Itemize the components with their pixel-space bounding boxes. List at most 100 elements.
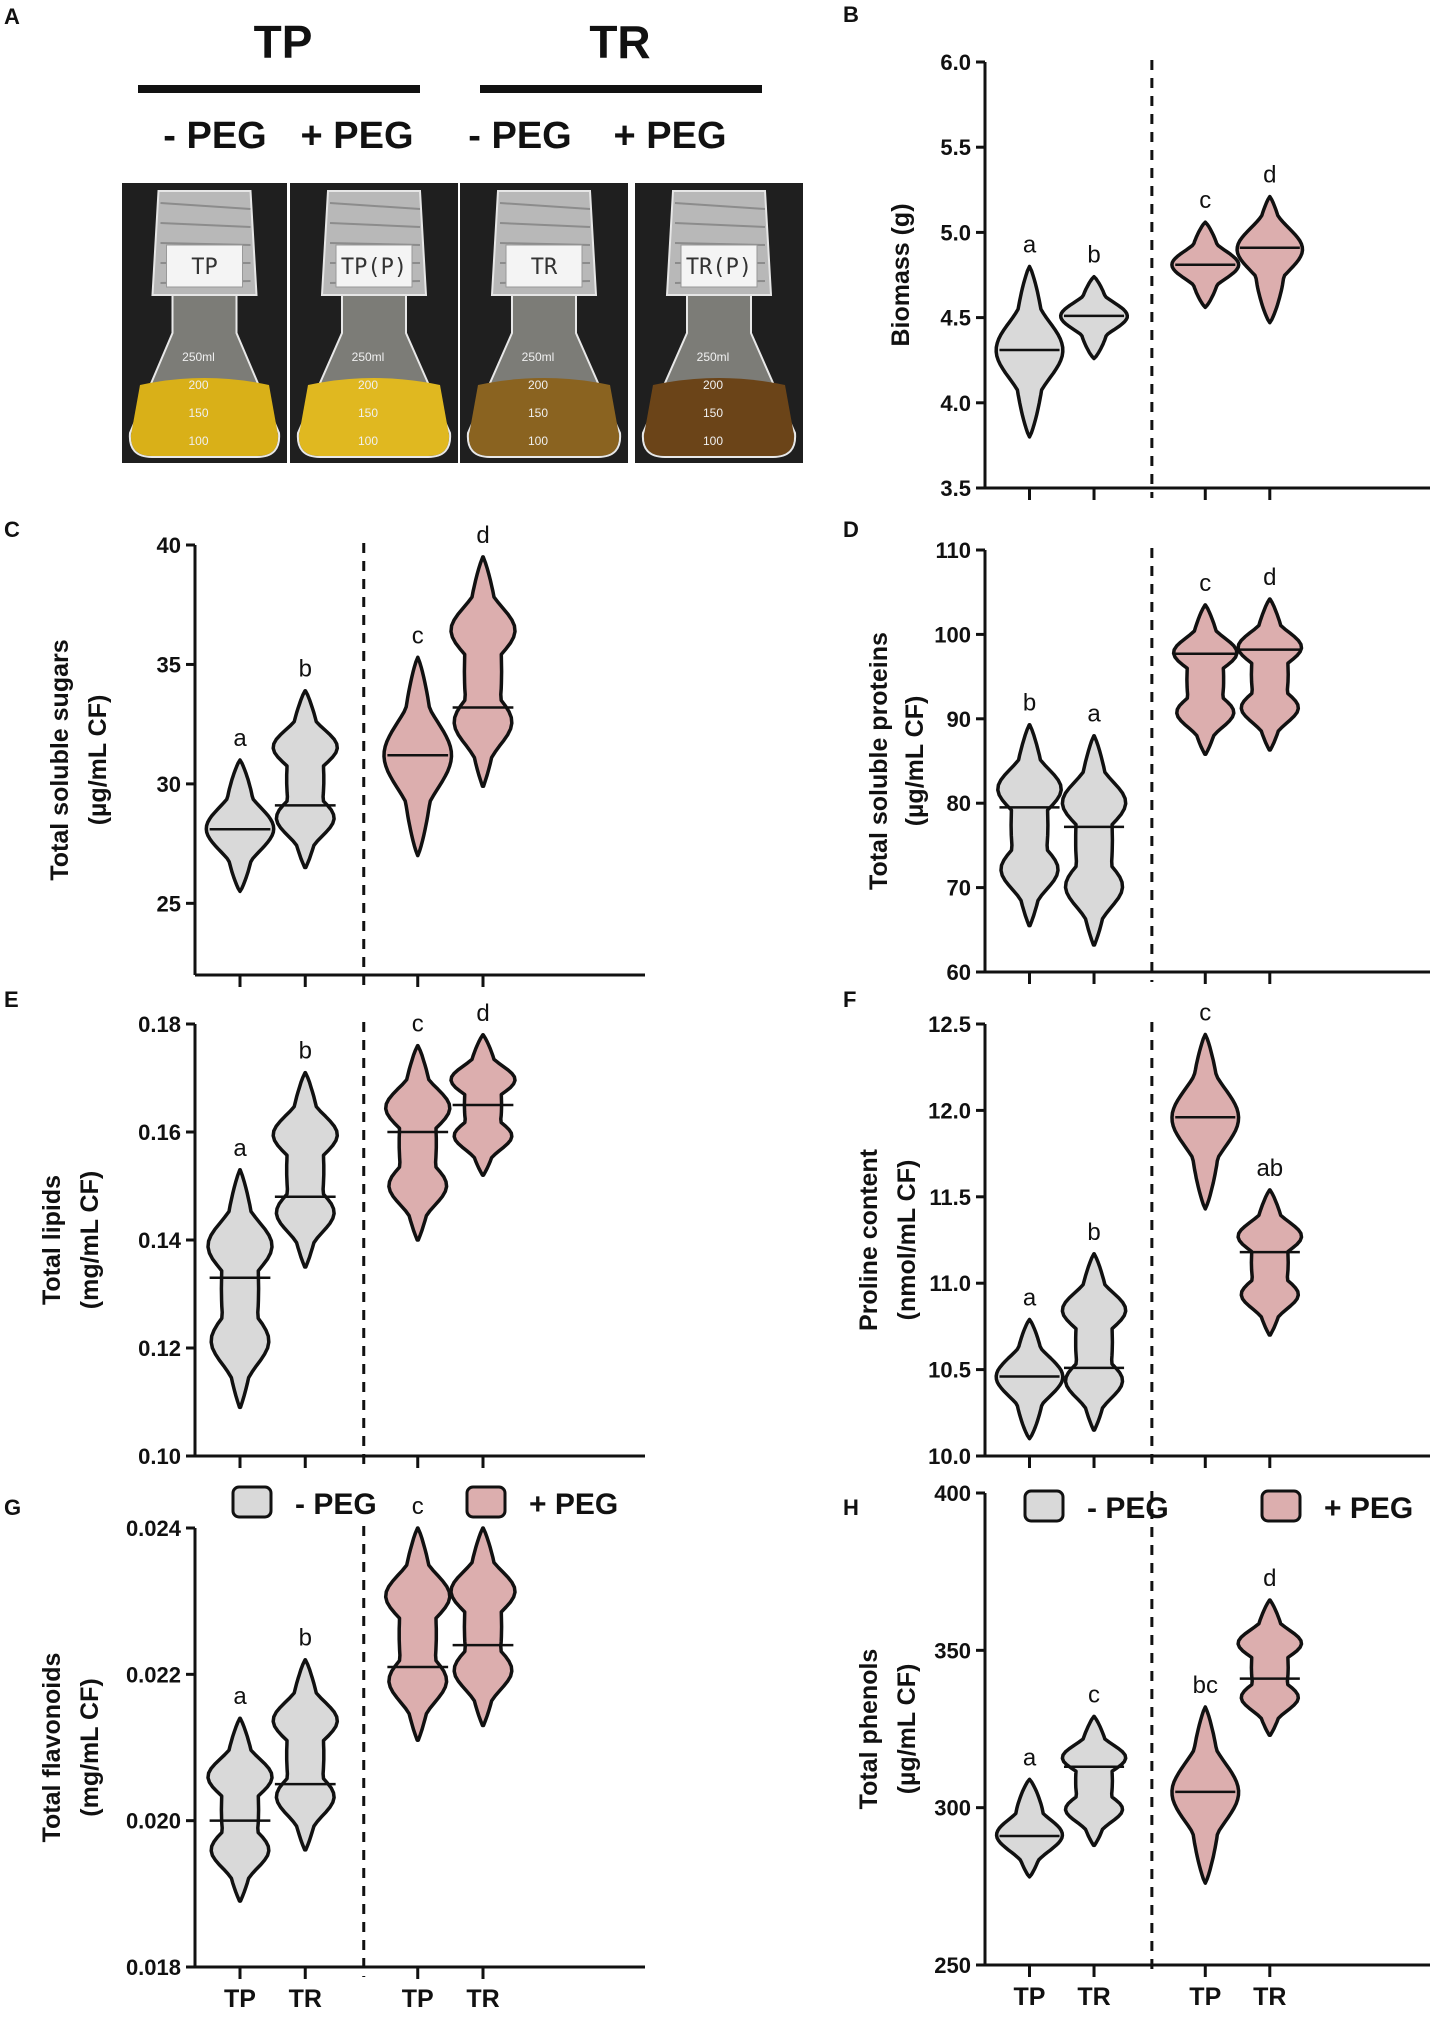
flask-photo-2: TP(P) 250ml 200 150 100 — [290, 183, 458, 463]
flask-liquid — [643, 378, 795, 456]
x-tick-label: TP — [1014, 1983, 1046, 2011]
violin — [1060, 1714, 1128, 1848]
flask-graduation: 250ml — [522, 350, 555, 364]
flask-photo-3: TR 250ml 200 150 100 — [460, 183, 628, 463]
violin — [271, 688, 340, 870]
significance-letter: d — [1263, 564, 1276, 591]
flask-tag — [335, 244, 413, 288]
y-axis-label: (mg/mL CF) — [76, 1678, 104, 1816]
x-tick-label: TP — [402, 1985, 434, 2013]
legend-label-minus-peg: - PEG — [295, 1488, 377, 1521]
photo-group-title-tr: TR — [589, 16, 650, 68]
panel-label: E — [4, 987, 19, 1012]
foil-crease — [329, 222, 421, 228]
violin — [204, 758, 276, 894]
violin — [1236, 1598, 1304, 1738]
y-tick-label: 60 — [947, 960, 971, 985]
y-tick-label: 110 — [936, 538, 972, 563]
photo-sub-tp-minus: - PEG — [163, 115, 266, 157]
y-tick-label: 30 — [157, 772, 181, 797]
significance-letter: a — [1023, 1744, 1037, 1771]
violin — [383, 1043, 452, 1242]
significance-letter: c — [412, 1011, 424, 1038]
y-axis-label: Total flavonoids — [38, 1653, 66, 1843]
y-axis-label: Total soluble proteins — [865, 632, 893, 890]
chart-h: H 250 300 350 400 Total phenols (µg/mL CF) a TP c… — [843, 1481, 1430, 2011]
flask-tag-text: TR — [531, 255, 558, 280]
photo-group-title-tp: TP — [254, 16, 313, 68]
y-axis-label: (nmol/mL CF) — [893, 1160, 921, 1321]
y-tick-label: 11.5 — [929, 1185, 971, 1210]
y-tick-label: 90 — [947, 707, 971, 732]
flask-graduation: 250ml — [352, 350, 385, 364]
chart-c: C 25 30 35 40 Total soluble sugars (µg/mL CF) a… — [4, 517, 645, 987]
significance-letter: b — [299, 656, 312, 683]
legend-label-minus-peg: - PEG — [1087, 1492, 1169, 1525]
y-tick-label: 0.14 — [138, 1228, 182, 1253]
panel-label: G — [4, 1495, 21, 1520]
legend: - PEG + PEG — [1023, 1489, 1413, 1525]
y-tick-label: 300 — [934, 1796, 971, 1821]
significance-letter: a — [233, 725, 247, 752]
y-axis-label: Biomass (g) — [887, 203, 915, 346]
y-tick-label: 25 — [157, 891, 181, 916]
violin — [1170, 1032, 1241, 1211]
flask-graduation: 150 — [188, 406, 208, 420]
flask-tag — [680, 244, 758, 288]
flask-liquid — [468, 378, 620, 456]
flask-liquid — [298, 378, 450, 456]
flask-photo-1: TP 250ml 200 150 100 — [122, 183, 287, 463]
panel-label: F — [843, 987, 856, 1012]
legend-label-plus-peg: + PEG — [1324, 1492, 1413, 1525]
violin — [1236, 597, 1304, 752]
flask-tag — [166, 244, 243, 288]
violin — [449, 1526, 517, 1728]
flask-liquid — [130, 378, 279, 456]
flask-graduation: 100 — [358, 434, 378, 448]
violin — [206, 1716, 274, 1903]
y-tick-label: 10.5 — [928, 1358, 971, 1383]
significance-letter: a — [1087, 701, 1101, 728]
y-axis-label: (µg/mL CF) — [893, 1664, 921, 1795]
significance-letter: b — [1087, 1219, 1100, 1246]
y-axis-label: (µg/mL CF) — [84, 695, 112, 826]
foil-crease — [499, 222, 591, 228]
violin — [271, 1657, 340, 1852]
photo-sub-tp-plus: + PEG — [301, 115, 414, 157]
violin — [1171, 603, 1239, 756]
flask-photo-4: TR(P) 250ml 200 150 100 — [635, 183, 803, 463]
y-tick-label: 0.018 — [126, 1955, 181, 1980]
significance-letter: c — [1088, 1681, 1100, 1708]
y-axis-label: (mg/mL CF) — [76, 1171, 104, 1309]
flask-tag-text: TR(P) — [686, 255, 752, 280]
flask-graduation: 150 — [703, 406, 723, 420]
flask-graduation: 150 — [528, 406, 548, 420]
panel-label: C — [4, 517, 20, 542]
y-axis-label: Total lipids — [38, 1175, 66, 1305]
y-tick-label: 0.020 — [126, 1809, 181, 1834]
panel-label-a: A — [4, 4, 20, 29]
y-tick-label: 4.5 — [940, 306, 971, 331]
panel-label: B — [843, 2, 859, 27]
significance-letter: c — [1199, 999, 1211, 1026]
significance-letter: d — [1263, 1565, 1276, 1592]
significance-letter: b — [1023, 690, 1036, 717]
y-tick-label: 12.5 — [928, 1012, 971, 1037]
flask-graduation: 100 — [703, 434, 723, 448]
y-tick-label: 250 — [934, 1953, 971, 1978]
flask-graduation: 200 — [703, 378, 723, 392]
foil-crease — [160, 202, 251, 210]
significance-letter: bc — [1193, 1672, 1218, 1699]
significance-letter: a — [1023, 1284, 1037, 1311]
flask-graduation: 150 — [358, 406, 378, 420]
y-axis-label: (µg/mL CF) — [901, 696, 929, 827]
significance-letter: d — [476, 522, 489, 549]
flask-graduation: 200 — [358, 378, 378, 392]
chart-f: F 10.0 10.5 11.0 11.5 12.0 12.5 Proline content… — [843, 987, 1430, 1469]
legend-swatch-minus-peg — [231, 1485, 273, 1519]
flask-graduation: 200 — [528, 378, 548, 392]
legend-swatch-minus-peg — [1023, 1489, 1065, 1523]
foil-crease — [160, 222, 251, 228]
y-tick-label: 0.10 — [138, 1444, 181, 1469]
